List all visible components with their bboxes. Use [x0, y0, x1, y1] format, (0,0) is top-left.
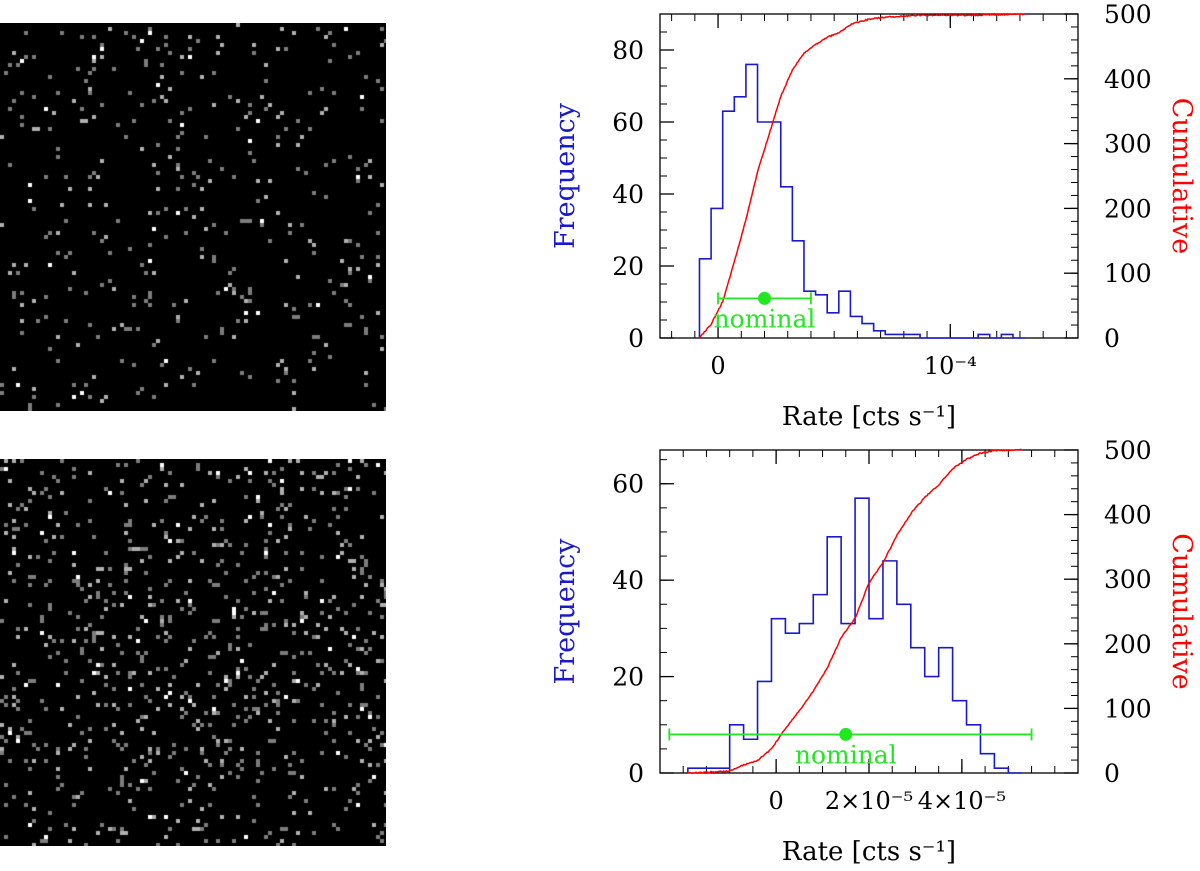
y-left-tick-label: 0 — [628, 759, 644, 788]
nominal-marker — [839, 727, 853, 741]
histogram-chart-bottom: 0 2×10⁻⁵ 4×10⁻⁵ 0 20 40 60 0 100 200 300 400 500 Rate… — [550, 436, 1197, 867]
nominal-label: nominal — [795, 740, 897, 769]
y-right-tick-label: 0 — [1104, 324, 1120, 353]
cumulative-curve — [698, 12, 1025, 339]
y-left-tick-label: 80 — [612, 36, 644, 65]
y-right-tick-label: 400 — [1104, 65, 1152, 94]
x-tick-label: 4×10⁻⁵ — [918, 787, 1006, 815]
y-right-tick-label: 0 — [1104, 759, 1120, 788]
y-right-tick-label: 300 — [1104, 130, 1152, 159]
histogram-chart-top: 0 10⁻⁴ 0 20 40 60 80 0 100 200 300 400 500 Rate [cts … — [550, 0, 1197, 432]
y-right-axis-label: Cumulative — [1166, 533, 1197, 690]
y-right-tick-label: 100 — [1104, 259, 1152, 288]
y-left-tick-label: 20 — [612, 252, 644, 281]
x-tick-label: 2×10⁻⁵ — [825, 787, 913, 815]
nominal-marker — [758, 291, 771, 305]
noise-canvas-top — [0, 23, 386, 411]
y-left-tick-label: 20 — [612, 663, 644, 692]
x-axis-label: Rate [cts s⁻¹] — [782, 402, 956, 432]
y-right-tick-label: 300 — [1104, 565, 1152, 594]
y-left-tick-label: 40 — [612, 566, 644, 595]
y-left-axis-label: Frequency — [550, 538, 581, 685]
noise-canvas-bottom — [0, 459, 386, 846]
y-left-axis-label: Frequency — [550, 102, 581, 249]
x-tick-label: 10⁻⁴ — [924, 352, 977, 380]
cumulative-curve — [687, 448, 1023, 774]
y-left-tick-label: 60 — [612, 108, 644, 137]
nominal-label: nominal — [714, 304, 816, 333]
y-right-tick-label: 100 — [1104, 694, 1152, 723]
x-axis-label: Rate [cts s⁻¹] — [782, 837, 956, 867]
y-right-tick-label: 500 — [1104, 436, 1152, 465]
x-tick-label: 0 — [768, 787, 783, 815]
noise-image-top — [0, 23, 386, 411]
y-right-axis-label: Cumulative — [1166, 98, 1197, 255]
frequency-histogram — [698, 63, 1025, 339]
y-right-tick-label: 200 — [1104, 630, 1152, 659]
noise-image-bottom — [0, 459, 386, 846]
y-right-tick-label: 400 — [1104, 501, 1152, 530]
y-left-tick-label: 60 — [612, 470, 644, 499]
frequency-histogram — [687, 497, 1023, 774]
x-tick-label: 0 — [710, 352, 725, 380]
y-right-tick-label: 500 — [1104, 0, 1152, 29]
y-left-tick-label: 0 — [628, 324, 644, 353]
y-left-tick-label: 40 — [612, 180, 644, 209]
y-right-tick-label: 200 — [1104, 194, 1152, 223]
